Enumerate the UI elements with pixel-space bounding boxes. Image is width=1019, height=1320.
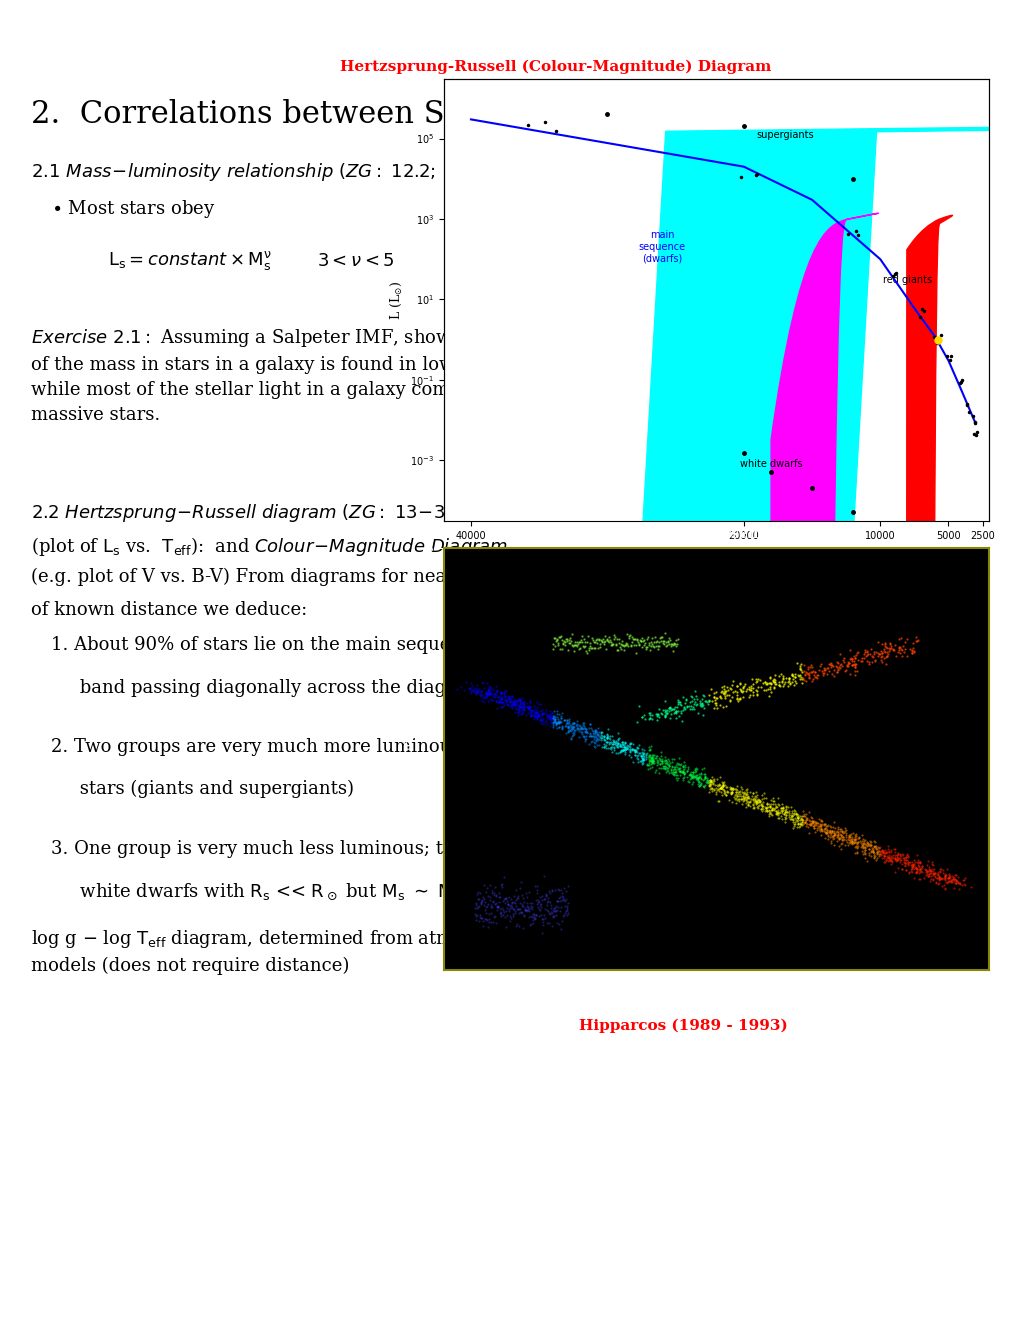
Ellipse shape bbox=[862, 215, 952, 1320]
Text: 3. One group is very much less luminous; these are the: 3. One group is very much less luminous;… bbox=[51, 840, 555, 858]
Text: log g $-$ log $\mathrm{T_{eff}}$ diagram, determined from atmosphere
models (doe: log g $-$ log $\mathrm{T_{eff}}$ diagram… bbox=[31, 928, 526, 975]
Text: white dwarfs: white dwarfs bbox=[739, 459, 802, 469]
X-axis label: spectral type: spectral type bbox=[684, 599, 748, 609]
Text: $\bullet$ Most stars obey: $\bullet$ Most stars obey bbox=[51, 198, 215, 220]
Text: 2.  Correlations between Stellar Properties: 2. Correlations between Stellar Properti… bbox=[31, 99, 697, 129]
Text: $\it{Exercise\ 2.1:}$ Assuming a Salpeter IMF, show that most
of the mass in sta: $\it{Exercise\ 2.1:}$ Assuming a Salpete… bbox=[31, 327, 561, 424]
X-axis label: V - I  (mag): V - I (mag) bbox=[681, 995, 751, 1008]
Text: $3 < \nu < 5$: $3 < \nu < 5$ bbox=[316, 252, 393, 269]
Text: stars (giants and supergiants): stars (giants and supergiants) bbox=[51, 780, 354, 799]
Text: white dwarfs with $\mathrm{R_s}$ << $\mathrm{R_\odot}$ but $\mathrm{M_s}$ $\sim$: white dwarfs with $\mathrm{R_s}$ << $\ma… bbox=[51, 882, 475, 902]
Y-axis label: L (L$_{\odot}$): L (L$_{\odot}$) bbox=[389, 281, 404, 319]
X-axis label: T (K): T (K) bbox=[700, 546, 732, 560]
Y-axis label: M$_{Hp}$ (mag): M$_{Hp}$ (mag) bbox=[400, 725, 419, 793]
Ellipse shape bbox=[0, 82, 1019, 1320]
Text: 2. Two groups are very much more luminous than MS: 2. Two groups are very much more luminou… bbox=[51, 738, 544, 756]
Text: red giants: red giants bbox=[882, 275, 931, 285]
Text: 1. About 90% of stars lie on the main sequence (broad: 1. About 90% of stars lie on the main se… bbox=[51, 636, 548, 655]
Text: $\mathrm{L_s = \mathit{constant} \times M_s^\nu}$: $\mathrm{L_s = \mathit{constant} \times … bbox=[108, 249, 271, 272]
Ellipse shape bbox=[663, 214, 877, 1320]
Text: Hertzsprung $-$ Russell:  $(\sigma_\pi/\pi < 0.2)$: Hertzsprung $-$ Russell: $(\sigma_\pi/\p… bbox=[582, 525, 850, 543]
Text: of known distance we deduce:: of known distance we deduce: bbox=[31, 601, 307, 619]
Text: Hertzsprung-Russell (Colour-Magnitude) Diagram: Hertzsprung-Russell (Colour-Magnitude) D… bbox=[340, 59, 770, 74]
Text: (plot of $\mathrm{L_s}$ vs.  $\mathrm{T_{eff}}$):  and $\it{Colour\!-\!Magnitude: (plot of $\mathrm{L_s}$ vs. $\mathrm{T_{… bbox=[31, 535, 507, 557]
Text: $\it{2.1\ Mass\!-\!luminosity\ relationship\ (ZG:\ 12.2;\ CO:\ 7.3)}$: $\it{2.1\ Mass\!-\!luminosity\ relations… bbox=[31, 161, 526, 183]
Text: main
sequence
(dwarfs): main sequence (dwarfs) bbox=[638, 231, 685, 264]
Text: Hipparcos (1989 - 1993): Hipparcos (1989 - 1993) bbox=[579, 1019, 787, 1034]
Text: (e.g. plot of V vs. B-V) From diagrams for nearby stars: (e.g. plot of V vs. B-V) From diagrams f… bbox=[31, 568, 526, 586]
Text: band passing diagonally across the diagram): band passing diagonally across the diagr… bbox=[51, 678, 489, 697]
Text: supergiants: supergiants bbox=[755, 131, 813, 140]
Text: $\it{2.2\ Hertzsprung\!-\!Russell\ diagram\ (ZG:\ 13\!-\!3;\ CO:\ 8.2)}$: $\it{2.2\ Hertzsprung\!-\!Russell\ diagr… bbox=[31, 502, 540, 524]
